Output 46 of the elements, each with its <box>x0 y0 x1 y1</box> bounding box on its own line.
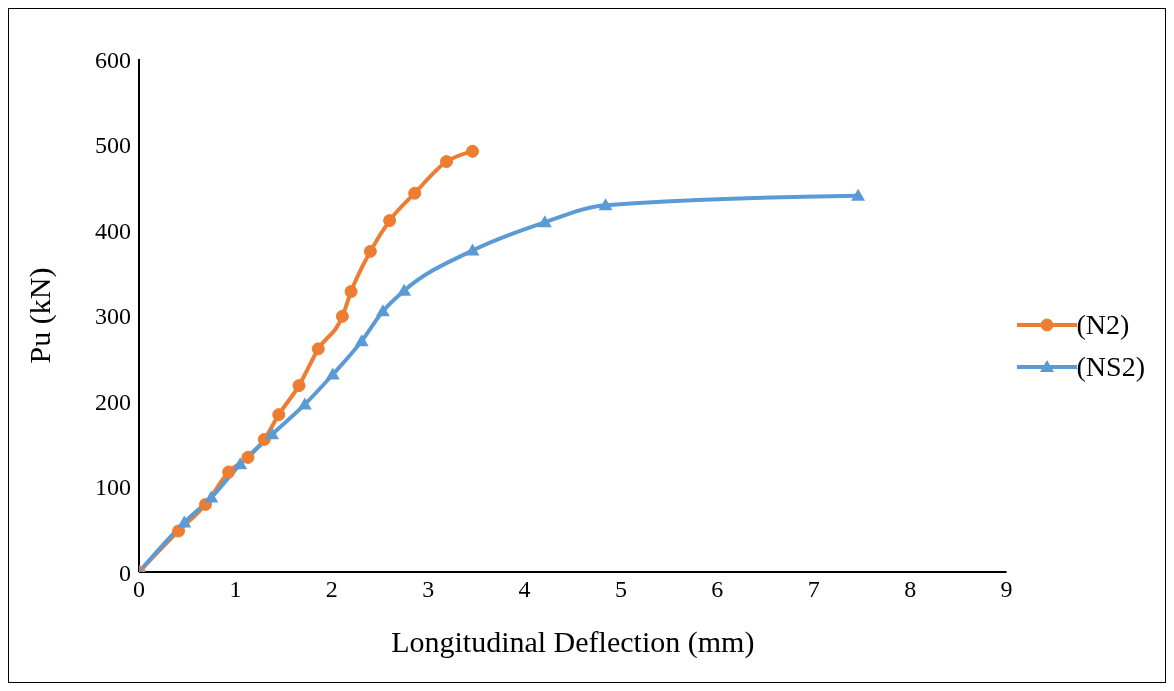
x-tick-label: 4 <box>518 576 531 603</box>
point <box>335 309 349 323</box>
point <box>537 215 552 228</box>
point <box>383 214 397 228</box>
point <box>466 144 480 158</box>
x-axis-title: Longitudinal Deflection (mm) <box>391 625 755 659</box>
y-tick-label: 0 <box>119 559 131 586</box>
y-tick-label: 500 <box>95 132 131 159</box>
y-tick-label: 300 <box>95 303 131 330</box>
x-tick-label: 6 <box>711 576 724 603</box>
x-tick-label: 9 <box>1000 576 1013 603</box>
point <box>354 334 369 347</box>
point <box>241 450 255 464</box>
point <box>851 188 866 201</box>
x-tick-label: 5 <box>614 576 627 603</box>
x-tick-label: 8 <box>904 576 917 603</box>
point <box>408 186 422 200</box>
y-tick-label: 200 <box>95 388 131 415</box>
point <box>465 243 480 256</box>
point <box>204 490 219 503</box>
point <box>222 465 236 479</box>
y-axis-title: Pu (kN) <box>22 267 57 364</box>
y-tick-label: 100 <box>95 474 131 501</box>
point <box>440 155 453 169</box>
point <box>325 367 340 380</box>
y-tick-label: 600 <box>95 46 131 73</box>
point <box>233 457 248 470</box>
point <box>598 198 613 211</box>
point <box>344 285 358 299</box>
point <box>272 408 286 422</box>
x-tick-label: 7 <box>807 576 820 603</box>
point <box>363 244 377 258</box>
x-tick-label: 3 <box>422 576 435 603</box>
y-tick-label: 400 <box>95 217 131 244</box>
point <box>297 397 312 410</box>
point <box>397 283 412 296</box>
x-tick-label: 2 <box>325 576 338 603</box>
point <box>311 342 325 356</box>
point <box>172 524 186 538</box>
point <box>177 515 192 528</box>
point <box>292 379 306 393</box>
legend-label: (N2) <box>1076 308 1130 341</box>
point <box>265 427 280 440</box>
x-tick-label: 1 <box>229 576 242 603</box>
point <box>375 304 390 317</box>
legend-label: (NS2) <box>1076 350 1145 383</box>
